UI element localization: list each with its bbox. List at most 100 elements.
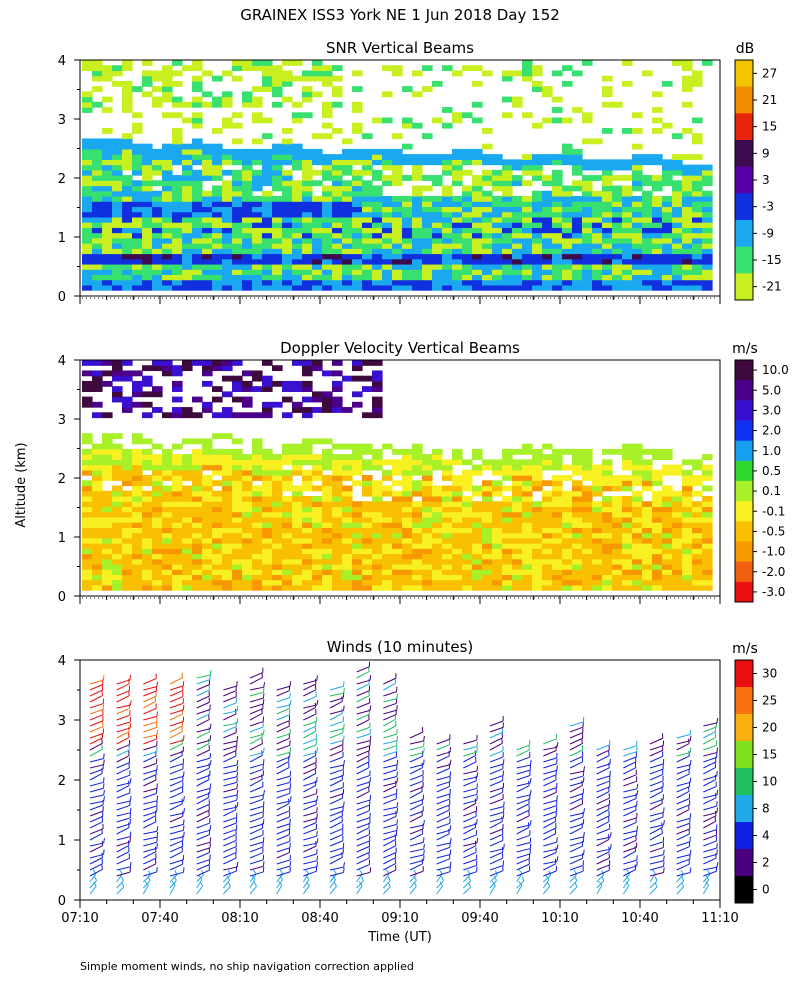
snr-cell [142,175,153,181]
doppler-cell [292,569,303,576]
doppler-colorbar: 10.05.03.02.01.00.50.1-0.1-0.5-1.0-2.0-3… [734,359,789,603]
doppler-cell [652,527,663,534]
doppler-cell [192,448,203,455]
snr-cell [422,237,433,244]
doppler-cell [162,543,173,549]
snr-cell [152,227,163,234]
snr-cell [672,216,683,223]
doppler-cell [152,579,163,586]
doppler-colorbar-swatch [735,541,753,563]
snr-cell [642,190,653,197]
doppler-cell [222,511,233,518]
snr-cell [412,237,423,244]
wind-barb [356,714,370,727]
wind-barb-staff [356,851,370,859]
wind-barb-staff [249,798,264,805]
wind-barb-staff [249,743,263,751]
wind-barb-flag [181,750,183,756]
wind-barb-flag [183,831,185,837]
doppler-cell [322,495,333,502]
doppler-cell [512,490,523,497]
snr-cell [342,279,353,286]
wind-barb [143,858,157,871]
wind-barb-staff [303,853,317,859]
doppler-cell [102,475,113,481]
snr-cell [382,248,393,255]
snr-cell [142,70,153,77]
doppler-cell [242,579,253,586]
snr-cell [352,122,363,129]
snr-cell [202,175,213,181]
snr-cell [542,206,553,213]
snr-cell [92,70,103,77]
wind-barb-staff [303,828,317,835]
doppler-cell [672,495,683,502]
snr-cell [302,75,313,82]
snr-cell [692,175,703,181]
doppler-cell [202,443,213,450]
wind-barb-staff [196,743,210,751]
doppler-cell [582,522,593,528]
doppler-cell [382,532,393,539]
snr-cell [312,222,323,228]
wind-barb [383,852,397,865]
doppler-cell [182,569,193,576]
snr-cell [232,122,243,129]
doppler-cell [162,365,173,372]
snr-cell [302,269,313,276]
snr-cell [392,227,403,234]
wind-barb-staff [169,696,184,703]
doppler-cell [272,511,283,518]
doppler-cell [122,375,133,382]
snr-cell [302,206,313,213]
doppler-cell [212,532,223,539]
wind-barb-flag [103,759,105,765]
wind-barb-staff [196,815,210,823]
doppler-cell [272,527,283,534]
snr-cell [352,206,363,213]
snr-cell [672,248,683,255]
doppler-cell [332,548,343,555]
wind-barb [329,881,337,895]
snr-cell [432,237,443,244]
doppler-cell [672,511,683,518]
doppler-cell [612,548,623,555]
doppler-cell [262,469,273,476]
doppler-cell [462,537,473,544]
wind-barb [169,672,183,685]
doppler-cell [272,454,283,460]
y-tick-label: 0 [58,590,66,605]
wind-barb [169,716,185,727]
doppler-cell [322,511,333,518]
doppler-cell [542,579,553,586]
doppler-cell [582,543,593,549]
doppler-cell [142,501,153,508]
snr-cell [682,263,693,270]
wind-barb-staff [142,885,149,895]
doppler-cell [152,454,163,460]
doppler-cell [162,485,173,492]
doppler-cell [352,448,363,455]
wind-barb-staff [303,738,317,745]
doppler-cell [502,475,513,481]
wind-barb-staff [356,857,370,865]
snr-cell [322,269,333,276]
doppler-cell [112,469,123,476]
doppler-cell [582,490,593,497]
snr-cell [502,274,513,281]
doppler-cell [172,380,183,387]
snr-cell [162,284,173,291]
doppler-cell [582,579,593,586]
snr-cell [192,185,203,192]
doppler-cell [452,459,463,466]
snr-cell [692,70,703,77]
doppler-cell [702,506,713,513]
snr-cell [612,269,623,276]
snr-cell [382,159,393,166]
doppler-cell [312,438,323,445]
snr-cell [142,258,153,265]
snr-cell [92,232,103,239]
doppler-cell [202,475,213,481]
doppler-cell [312,407,323,413]
snr-cell [272,65,283,72]
